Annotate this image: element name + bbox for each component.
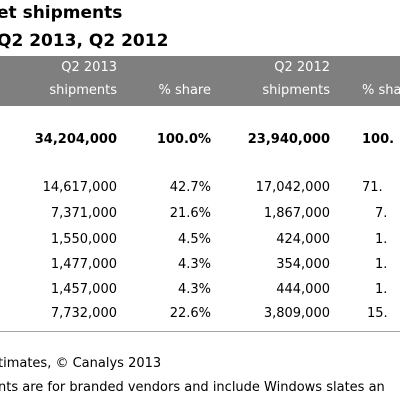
total-share-2013: 100.0% — [156, 132, 211, 147]
total-share-2012: 100. — [362, 132, 395, 147]
row-shipments-2012: 354,000 — [276, 257, 330, 272]
total-shipments-2013: 34,204,000 — [34, 132, 117, 147]
row-share-2013: 4.3% — [177, 282, 211, 297]
row-share-2012: 1. — [375, 282, 388, 297]
row-share-2012: 1. — [375, 232, 388, 247]
source-footnote: timates, © Canalys 2013 — [0, 356, 162, 371]
row-share-2013: 22.6% — [169, 306, 211, 321]
row-shipments-2013: 14,617,000 — [42, 180, 117, 195]
definition-footnote: nts are for branded vendors and include … — [0, 380, 385, 395]
row-share-2012: 15. — [367, 306, 388, 321]
row-shipments-2013: 7,371,000 — [50, 206, 117, 221]
table-subtitle: Q2 2013, Q2 2012 — [0, 31, 169, 51]
table-title: et shipments — [0, 3, 123, 23]
row-shipments-2012: 424,000 — [276, 232, 330, 247]
header-group-q2-2013: Q2 2013 — [61, 60, 117, 75]
row-shipments-2012: 17,042,000 — [255, 180, 330, 195]
row-share-2013: 4.5% — [177, 232, 211, 247]
row-share-2012: 71. — [362, 180, 383, 195]
header-share-2012: % shar — [362, 83, 400, 98]
header-shipments-2013: shipments — [49, 83, 117, 98]
table-header: Q2 2013 Q2 2012 shipments % share shipme… — [0, 56, 400, 106]
row-share-2013: 4.3% — [177, 257, 211, 272]
row-shipments-2013: 1,457,000 — [50, 282, 117, 297]
row-shipments-2012: 444,000 — [276, 282, 330, 297]
header-share-2013: % share — [158, 83, 211, 98]
row-shipments-2013: 1,550,000 — [50, 232, 117, 247]
header-group-q2-2012: Q2 2012 — [274, 60, 330, 75]
row-shipments-2013: 7,732,000 — [50, 306, 117, 321]
row-shipments-2012: 1,867,000 — [263, 206, 330, 221]
table-bottom-rule — [0, 331, 400, 332]
row-shipments-2012: 3,809,000 — [263, 306, 330, 321]
row-share-2013: 42.7% — [169, 180, 211, 195]
total-shipments-2012: 23,940,000 — [247, 132, 330, 147]
row-share-2012: 1. — [375, 257, 388, 272]
row-shipments-2013: 1,477,000 — [50, 257, 117, 272]
header-shipments-2012: shipments — [262, 83, 330, 98]
row-share-2012: 7. — [375, 206, 388, 221]
row-share-2013: 21.6% — [169, 206, 211, 221]
